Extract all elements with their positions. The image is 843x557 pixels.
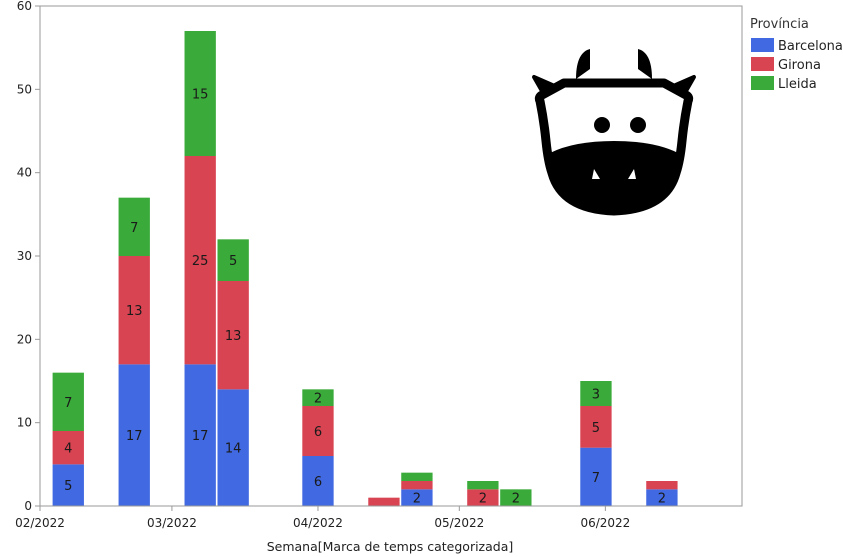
bar-segment-lleida <box>118 197 150 256</box>
legend-swatch <box>751 76 774 90</box>
x-tick-label: 06/2022 <box>580 516 630 530</box>
bar-label: 2 <box>479 492 487 507</box>
bar-segment-girona <box>368 497 400 506</box>
bar-label: 17 <box>192 429 209 444</box>
bar-segment-girona <box>52 431 84 465</box>
bar-label: 25 <box>192 254 209 269</box>
bar-label: 2 <box>314 392 322 407</box>
y-axis: 0 10 20 30 40 50 60 <box>17 0 40 513</box>
bar-label: 17 <box>126 429 143 444</box>
bar-label: 15 <box>192 88 209 103</box>
legend-items: Barcelona Girona Lleida <box>751 38 843 92</box>
bar-segment-girona <box>184 156 216 365</box>
bar-segment-lleida <box>184 31 216 156</box>
bars <box>52 31 678 506</box>
y-tick-label: 60 <box>17 0 32 13</box>
bar-segment-barcelona <box>184 364 216 506</box>
y-tick-label: 10 <box>17 416 32 430</box>
x-tick-label: 05/2022 <box>434 516 484 530</box>
bar-segment-lleida <box>52 372 84 431</box>
bar-segment-lleida <box>302 389 334 406</box>
bar-segment-lleida <box>401 472 433 481</box>
bar-segment-barcelona <box>302 456 334 506</box>
bar-label: 13 <box>225 329 242 344</box>
legend: Província Barcelona Girona Lleida <box>750 17 843 92</box>
bar-segment-barcelona <box>401 489 433 506</box>
y-tick-label: 20 <box>17 332 32 346</box>
bar-label: 6 <box>314 425 322 440</box>
legend-label: Barcelona <box>778 39 843 54</box>
bar-label: 14 <box>225 442 242 457</box>
plot-frame <box>39 5 743 507</box>
bar-segment-barcelona <box>580 447 612 506</box>
bar-segment-girona <box>467 489 499 506</box>
x-tick-label: 02/2022 <box>15 516 65 530</box>
y-tick-label: 40 <box>17 166 32 180</box>
bar-label: 7 <box>592 471 600 486</box>
x-tick-label: 03/2022 <box>147 516 197 530</box>
bar-segment-lleida <box>580 381 612 406</box>
legend-title: Província <box>750 17 809 32</box>
bar-segment-girona <box>217 281 249 390</box>
legend-swatch <box>751 38 774 52</box>
bar-label: 6 <box>314 475 322 490</box>
bar-label: 2 <box>512 492 520 507</box>
legend-label: Lleida <box>778 77 817 92</box>
bar-segment-lleida <box>500 489 532 506</box>
cow-face-icon <box>532 49 696 216</box>
legend-swatch <box>751 57 774 71</box>
bar-label: 7 <box>64 396 72 411</box>
bar-segment-barcelona <box>217 389 249 506</box>
bar-segment-girona <box>580 406 612 448</box>
bar-segment-girona <box>118 256 150 365</box>
x-axis-title: Semana[Marca de temps categorizada] <box>267 539 514 554</box>
bar-segment-barcelona <box>118 364 150 506</box>
bar-label: 5 <box>64 479 72 494</box>
bar-label: 7 <box>130 221 138 236</box>
bar-label: 5 <box>592 421 600 436</box>
x-tick-label: 04/2022 <box>293 516 343 530</box>
x-axis: 02/2022 03/2022 04/2022 05/2022 06/2022 <box>15 506 630 530</box>
bar-label: 3 <box>592 388 600 403</box>
bar-segment-barcelona <box>646 489 678 506</box>
bar-label: 5 <box>229 254 237 269</box>
bar-segment-girona <box>302 406 334 456</box>
data-labels: 5 4 7 17 13 7 17 25 15 14 13 5 6 6 2 2 2 2 7 5 3 2 <box>64 88 666 507</box>
bar-segment-lleida <box>217 239 249 281</box>
bar-segment-girona <box>401 481 433 490</box>
legend-label: Girona <box>778 58 821 73</box>
y-tick-label: 0 <box>24 499 32 513</box>
bar-segment-girona <box>646 481 678 490</box>
bar-label: 2 <box>658 492 666 507</box>
bar-segment-barcelona <box>52 464 84 506</box>
bar-label: 13 <box>126 304 143 319</box>
y-tick-label: 30 <box>17 249 32 263</box>
y-tick-label: 50 <box>17 82 32 96</box>
bar-label: 4 <box>64 442 72 457</box>
bar-segment-lleida <box>467 481 499 490</box>
bar-label: 2 <box>413 492 421 507</box>
